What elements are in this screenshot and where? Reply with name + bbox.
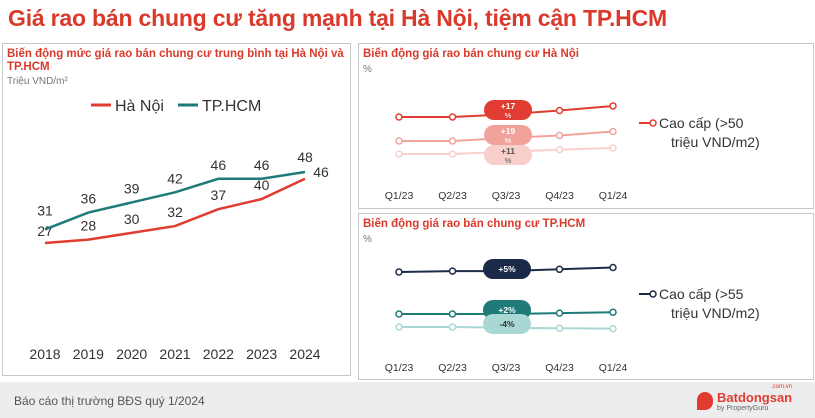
x-tick-label: 2020	[116, 346, 147, 362]
line-chart-hcm-quarterly: +5% +2% -4% Q1/23 Q2/23 Q3/23 Q4/23 Q1/24 Cao cấ…	[385, 259, 760, 374]
footer-report-name: Báo cáo thị trường BĐS quý 1/2024	[14, 394, 205, 408]
data-label: 39	[124, 180, 140, 196]
x-tick-label: Q4/23	[545, 190, 574, 202]
series-point	[395, 137, 403, 145]
chart-title: Biến động giá rao bán chung cư TP.HCM	[363, 218, 586, 230]
data-label: 36	[81, 191, 97, 207]
change-label: +2%	[498, 305, 516, 315]
chart-panel-hanoi: Biến động giá rao bán chung cư Hà Nội % …	[358, 43, 814, 209]
x-tick-label: 2019	[73, 346, 104, 362]
change-label: +17	[501, 101, 516, 111]
chart-panel-hcm: Biến động giá rao bán chung cư TP.HCM % …	[358, 213, 814, 380]
logo-subtitle: by PropertyGuru	[717, 405, 769, 412]
chart-title: Biến động mức giá rao bán chung cư trung…	[7, 48, 344, 73]
page-title: Giá rao bán chung cư tăng mạnh tại Hà Nộ…	[8, 5, 667, 31]
x-tick-label: Q4/23	[545, 362, 574, 374]
series-point	[395, 113, 403, 121]
batdongsan-logo[interactable]: .com.vn Batdongsan by PropertyGuru	[697, 384, 805, 416]
x-tick-label: Q1/24	[599, 190, 628, 202]
change-label-unit: %	[505, 111, 512, 120]
series-point	[448, 113, 457, 121]
x-tick-label: Q2/23	[438, 362, 467, 374]
chart-title: Biến động giá rao bán chung cư Hà Nội	[363, 48, 579, 60]
x-tick-label: Q1/23	[385, 362, 414, 374]
series-point	[609, 308, 617, 316]
series-point	[555, 309, 564, 317]
series-line-hcm	[44, 170, 306, 231]
y-axis-unit: %	[363, 64, 372, 75]
legend-label: Hà Nội	[115, 98, 164, 115]
series-point	[395, 150, 403, 158]
x-tick-label: Q3/23	[492, 362, 521, 374]
change-label-pill	[483, 259, 531, 279]
series-point	[609, 324, 617, 333]
x-tick-label: 2021	[159, 346, 190, 362]
line-chart-hanoi-quarterly: +17%+19%+11%Q1/23 Q2/23 Q3/23 Q4/23 Q1/24Cao…	[385, 100, 760, 202]
data-label: 48	[297, 149, 313, 165]
data-label: 37	[211, 187, 227, 203]
series-point	[448, 323, 457, 331]
legend-label-cont: triệu VND/m2)	[671, 305, 760, 321]
change-label: +19	[501, 126, 516, 136]
legend-label-cont: triệu VND/m2)	[671, 134, 760, 150]
legend-label: Cao cấp (>55	[659, 286, 744, 302]
footer: Báo cáo thị trường BĐS quý 1/2024 .com.v…	[0, 382, 815, 418]
series-point	[395, 323, 403, 331]
series-point	[555, 131, 564, 140]
data-label: 28	[81, 218, 97, 234]
chart-panel-price-trend: Biến động mức giá rao bán chung cư trung…	[2, 43, 351, 376]
data-label: 42	[167, 170, 183, 186]
series-point	[448, 310, 457, 318]
logo-name: Batdongsan	[717, 390, 793, 405]
data-label: 46	[254, 157, 270, 173]
series-point	[609, 127, 617, 136]
series-point	[609, 144, 617, 152]
change-label-pill	[484, 125, 532, 145]
series-point	[448, 137, 457, 145]
y-axis-unit: %	[363, 234, 372, 245]
x-tick-label: 2018	[29, 346, 60, 362]
change-label-pill	[484, 145, 532, 165]
x-tick-label: Q1/24	[599, 362, 628, 374]
series-point	[448, 267, 457, 275]
x-tick-label: Q3/23	[492, 190, 521, 202]
change-label: +11	[501, 146, 515, 156]
change-label: -4%	[499, 319, 515, 329]
data-label: 31	[37, 202, 53, 218]
data-label: 40	[254, 177, 270, 193]
data-label: 46	[211, 157, 227, 173]
series-point	[395, 268, 403, 276]
change-label: +5%	[498, 264, 516, 274]
logo-domain: .com.vn	[771, 384, 793, 390]
legend-marker	[649, 290, 657, 298]
legend-marker	[649, 119, 657, 127]
series-point	[555, 145, 564, 154]
series-point	[555, 106, 564, 115]
change-label-pill	[483, 314, 531, 334]
logo-mark-icon	[697, 392, 713, 410]
y-axis-unit: Triệu VND/m²	[7, 76, 68, 87]
change-label-unit: %	[505, 156, 512, 165]
x-tick-label: Q2/23	[438, 190, 467, 202]
series-point	[555, 265, 564, 274]
legend-label: Cao cấp (>50	[659, 115, 744, 131]
change-label-pill	[484, 100, 532, 120]
x-tick-label: 2023	[246, 346, 277, 362]
x-tick-label: 2024	[289, 346, 320, 362]
series-point	[395, 310, 403, 318]
series-point	[609, 102, 617, 110]
legend-label: TP.HCM	[202, 98, 261, 115]
change-label-unit: %	[505, 136, 512, 145]
series-point	[609, 263, 617, 272]
series-point	[448, 150, 457, 158]
data-label: 30	[124, 211, 140, 227]
x-tick-label: 2022	[203, 346, 234, 362]
data-label: 46	[313, 164, 329, 180]
data-label: 32	[167, 204, 183, 220]
series-line-hanoi	[44, 177, 306, 245]
data-label: 27	[37, 223, 53, 239]
x-tick-label: Q1/23	[385, 190, 414, 202]
series-point	[555, 324, 564, 332]
